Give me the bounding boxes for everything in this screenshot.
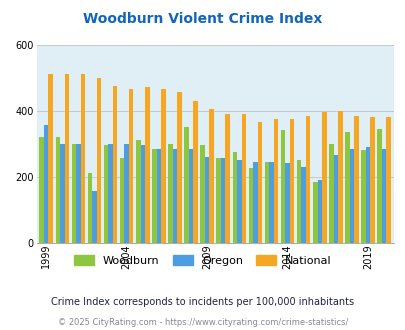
Bar: [39, 137, 44, 243]
Bar: [365, 147, 369, 243]
Bar: [328, 144, 333, 243]
Bar: [237, 160, 241, 243]
Bar: [60, 144, 64, 243]
Legend: Woodburn, Oregon, National: Woodburn, Oregon, National: [70, 250, 335, 270]
Bar: [55, 137, 60, 243]
Bar: [360, 150, 365, 243]
Bar: [349, 148, 353, 243]
Bar: [188, 148, 193, 243]
Bar: [317, 180, 321, 243]
Bar: [248, 168, 253, 243]
Bar: [312, 182, 317, 243]
Bar: [305, 115, 310, 243]
Bar: [232, 152, 237, 243]
Bar: [241, 114, 245, 243]
Bar: [337, 111, 342, 243]
Bar: [289, 119, 294, 243]
Bar: [113, 86, 117, 243]
Bar: [321, 112, 326, 243]
Bar: [353, 115, 358, 243]
Bar: [333, 155, 337, 243]
Bar: [92, 191, 96, 243]
Bar: [168, 144, 172, 243]
Bar: [44, 125, 48, 243]
Bar: [257, 122, 262, 243]
Bar: [124, 144, 129, 243]
Bar: [87, 173, 92, 243]
Bar: [200, 145, 205, 243]
Bar: [285, 163, 289, 243]
Bar: [386, 117, 390, 243]
Bar: [152, 148, 156, 243]
Bar: [369, 117, 374, 243]
Bar: [136, 140, 140, 243]
Bar: [161, 89, 165, 243]
Bar: [145, 87, 149, 243]
Bar: [344, 132, 349, 243]
Bar: [296, 160, 301, 243]
Text: Woodburn Violent Crime Index: Woodburn Violent Crime Index: [83, 12, 322, 25]
Bar: [377, 129, 381, 243]
Bar: [209, 109, 213, 243]
Bar: [184, 127, 188, 243]
Bar: [96, 78, 101, 243]
Bar: [253, 162, 257, 243]
Bar: [264, 162, 269, 243]
Text: © 2025 CityRating.com - https://www.cityrating.com/crime-statistics/: © 2025 CityRating.com - https://www.city…: [58, 318, 347, 327]
Bar: [140, 145, 145, 243]
Bar: [220, 158, 225, 243]
Bar: [64, 74, 69, 243]
Bar: [205, 157, 209, 243]
Bar: [71, 144, 76, 243]
Bar: [48, 74, 53, 243]
Bar: [81, 74, 85, 243]
Bar: [108, 144, 113, 243]
Bar: [129, 89, 133, 243]
Bar: [273, 119, 277, 243]
Bar: [216, 158, 220, 243]
Bar: [172, 148, 177, 243]
Bar: [156, 148, 161, 243]
Bar: [104, 145, 108, 243]
Bar: [119, 158, 124, 243]
Bar: [280, 130, 285, 243]
Bar: [301, 167, 305, 243]
Bar: [381, 148, 386, 243]
Bar: [269, 162, 273, 243]
Text: Crime Index corresponds to incidents per 100,000 inhabitants: Crime Index corresponds to incidents per…: [51, 297, 354, 307]
Bar: [76, 144, 81, 243]
Bar: [177, 92, 181, 243]
Bar: [193, 101, 197, 243]
Bar: [225, 114, 229, 243]
